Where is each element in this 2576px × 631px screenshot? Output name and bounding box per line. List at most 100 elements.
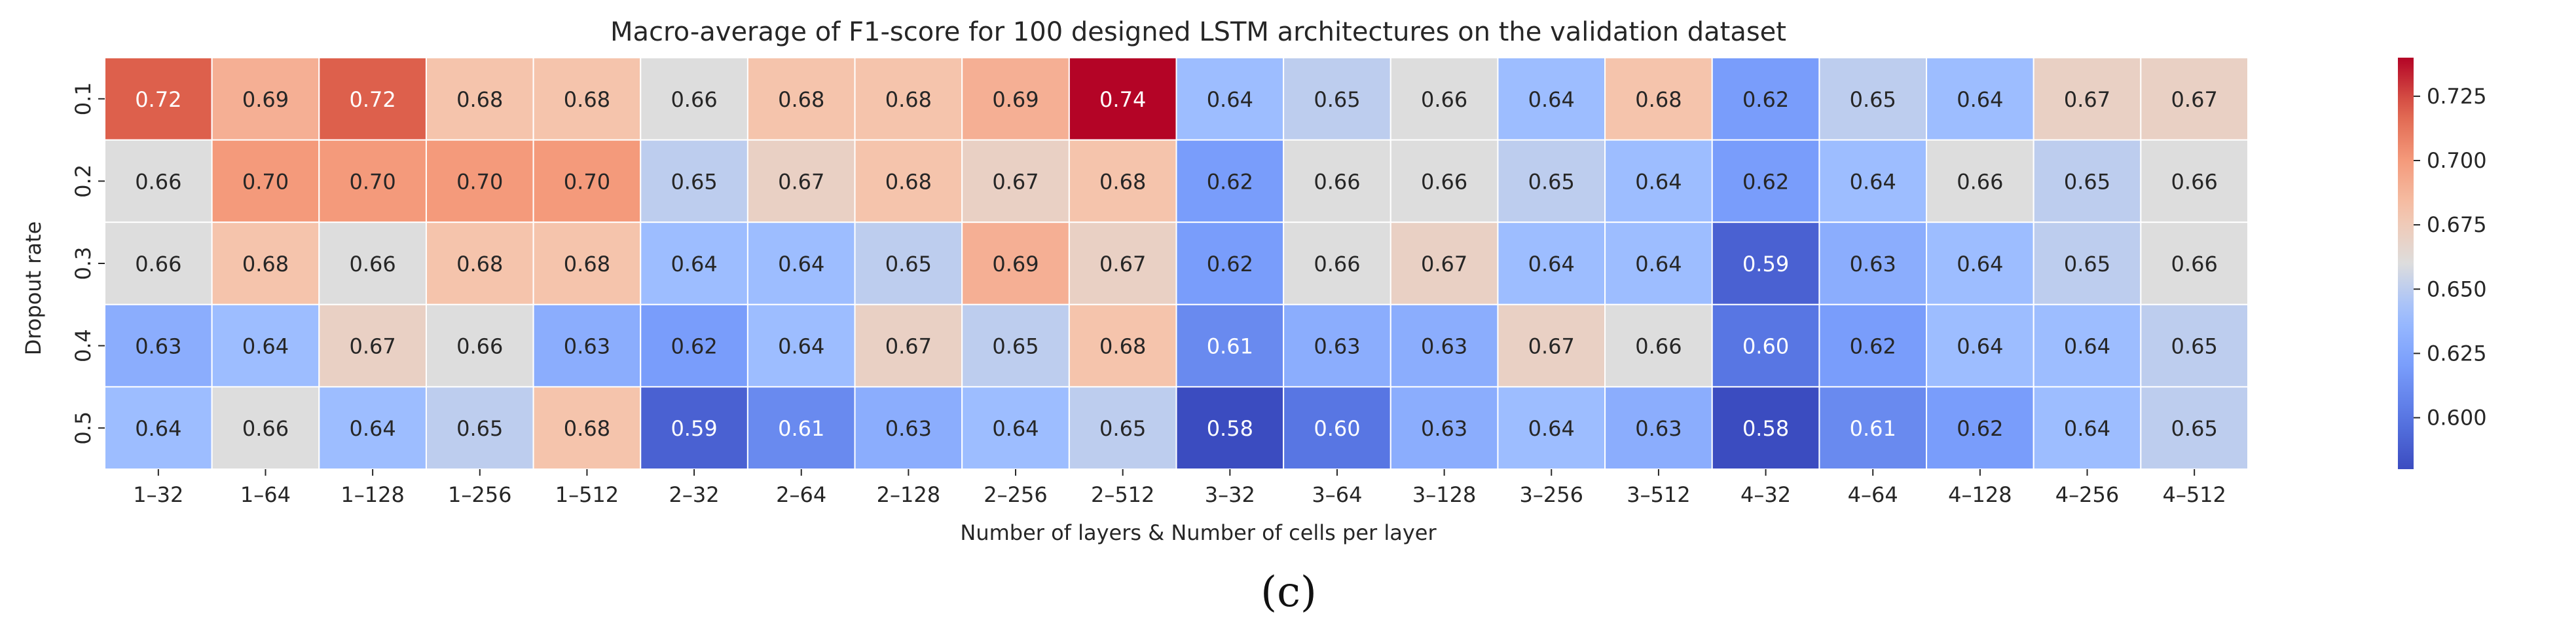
heatmap-cell [1926, 139, 2034, 223]
heatmap-cell [1604, 221, 1713, 305]
cell-value-label: 0.67 [1528, 334, 1575, 359]
heatmap-cell [211, 57, 320, 141]
heatmap-cell [2033, 303, 2142, 388]
panel-label: (c) [1260, 568, 1317, 617]
cell-value-label: 0.68 [242, 252, 289, 277]
cell-value-label: 0.64 [1635, 252, 1682, 277]
cell-value-label: 0.65 [1099, 416, 1146, 441]
colorbar-tick-label: 0.725 [2427, 84, 2487, 109]
heatmap-cell [1926, 57, 2034, 141]
cell-value-label: 0.66 [135, 252, 181, 277]
cell-value-label: 0.65 [1850, 87, 1896, 112]
cell-value-label: 0.68 [456, 87, 503, 112]
colorbar-tick-label: 0.675 [2427, 212, 2487, 237]
cell-value-label: 0.66 [1635, 334, 1682, 359]
heatmap-cell [104, 57, 213, 141]
x-tick-label: 2–64 [776, 482, 826, 507]
colorbar [2398, 58, 2414, 469]
cell-value-label: 0.59 [671, 416, 717, 441]
cell-value-label: 0.66 [1314, 169, 1360, 194]
cell-value-label: 0.64 [778, 252, 824, 277]
y-axis-label: Dropout rate [21, 221, 46, 356]
heatmap-cell [1175, 386, 1285, 470]
heatmap-cell [532, 139, 642, 223]
heatmap-cell [1818, 303, 1928, 388]
cell-value-label: 0.65 [2064, 252, 2110, 277]
cell-value-label: 0.68 [564, 252, 610, 277]
heatmap-cell [211, 386, 320, 470]
cell-value-label: 0.63 [1314, 334, 1360, 359]
cell-value-label: 0.64 [1528, 252, 1575, 277]
cell-value-label: 0.66 [135, 169, 181, 194]
cell-value-label: 0.64 [1207, 87, 1253, 112]
cell-value-label: 0.66 [456, 334, 503, 359]
colorbar-tick-label: 0.625 [2427, 341, 2487, 366]
heatmap-cell [1497, 221, 1606, 305]
heatmap-cell [2033, 57, 2142, 141]
cell-value-label: 0.58 [1742, 416, 1789, 441]
cell-value-label: 0.62 [1207, 252, 1253, 277]
x-tick-label: 1–128 [340, 482, 404, 507]
cell-value-label: 0.64 [1528, 416, 1575, 441]
cell-value-label: 0.67 [2171, 87, 2218, 112]
x-tick-label: 1–32 [133, 482, 183, 507]
heatmap-cell [1926, 386, 2034, 470]
cell-value-label: 0.64 [992, 416, 1039, 441]
heatmap-cell [1604, 139, 1713, 223]
heatmap-cell [2140, 386, 2249, 470]
cell-value-label: 0.67 [1099, 252, 1146, 277]
heatmap-cells: 0.72 0.69 0.72 0.68 0.68 0.66 0.68 0.68 0.69 0.74… [104, 57, 2249, 470]
heatmap-cell [211, 221, 320, 305]
x-axis: 1–32 1–64 1–128 1–256 1–512 2–32 2–64 2–128 2–25… [133, 469, 2226, 507]
cell-value-label: 0.66 [1421, 169, 1467, 194]
cell-value-label: 0.68 [1099, 169, 1146, 194]
y-axis: 0.1 0.2 0.3 0.4 0.5 [71, 82, 105, 445]
x-tick-label: 3–512 [1627, 482, 1690, 507]
heatmap-cell [746, 386, 856, 470]
x-tick-label: 2–512 [1091, 482, 1154, 507]
cell-value-label: 0.68 [1635, 87, 1682, 112]
cell-value-label: 0.61 [1850, 416, 1896, 441]
y-tick-label: 0.2 [71, 164, 96, 198]
cell-value-label: 0.65 [671, 169, 717, 194]
heatmap-cell [1711, 386, 1820, 470]
cell-value-label: 0.64 [135, 416, 181, 441]
cell-value-label: 0.58 [1207, 416, 1253, 441]
cell-value-label: 0.64 [778, 334, 824, 359]
cell-value-label: 0.64 [671, 252, 717, 277]
cell-value-label: 0.64 [1528, 87, 1575, 112]
y-tick-label: 0.3 [71, 247, 96, 280]
x-tick-label: 4–256 [2055, 482, 2119, 507]
heatmap-cell [640, 303, 748, 388]
cell-value-label: 0.63 [564, 334, 610, 359]
heatmap-cell [746, 221, 856, 305]
x-tick-label: 3–32 [1205, 482, 1255, 507]
heatmap-cell [2140, 303, 2249, 388]
heatmap-cell [1818, 139, 1928, 223]
heatmap-cell [532, 386, 642, 470]
heatmap-cell [1711, 139, 1820, 223]
cell-value-label: 0.68 [885, 87, 932, 112]
colorbar-tick-label: 0.650 [2427, 277, 2487, 301]
heatmap-cell [746, 303, 856, 388]
heatmap-cell [854, 57, 963, 141]
cell-value-label: 0.66 [1421, 87, 1467, 112]
cell-value-label: 0.62 [1742, 169, 1789, 194]
x-tick-label: 4–512 [2162, 482, 2226, 507]
cell-value-label: 0.69 [992, 252, 1039, 277]
heatmap-cell [2140, 57, 2249, 141]
cell-value-label: 0.65 [1314, 87, 1360, 112]
cell-value-label: 0.68 [456, 252, 503, 277]
cell-value-label: 0.65 [1528, 169, 1575, 194]
heatmap-cell [1926, 303, 2034, 388]
cell-value-label: 0.68 [564, 416, 610, 441]
heatmap-cell [854, 386, 963, 470]
cell-value-label: 0.69 [992, 87, 1039, 112]
cell-value-label: 0.64 [1957, 87, 2003, 112]
heatmap-cell [104, 139, 213, 223]
cell-value-label: 0.66 [1957, 169, 2003, 194]
cell-value-label: 0.65 [2171, 416, 2218, 441]
cell-value-label: 0.64 [1957, 334, 2003, 359]
heatmap-cell [318, 221, 427, 305]
y-tick-label: 0.5 [71, 411, 96, 445]
